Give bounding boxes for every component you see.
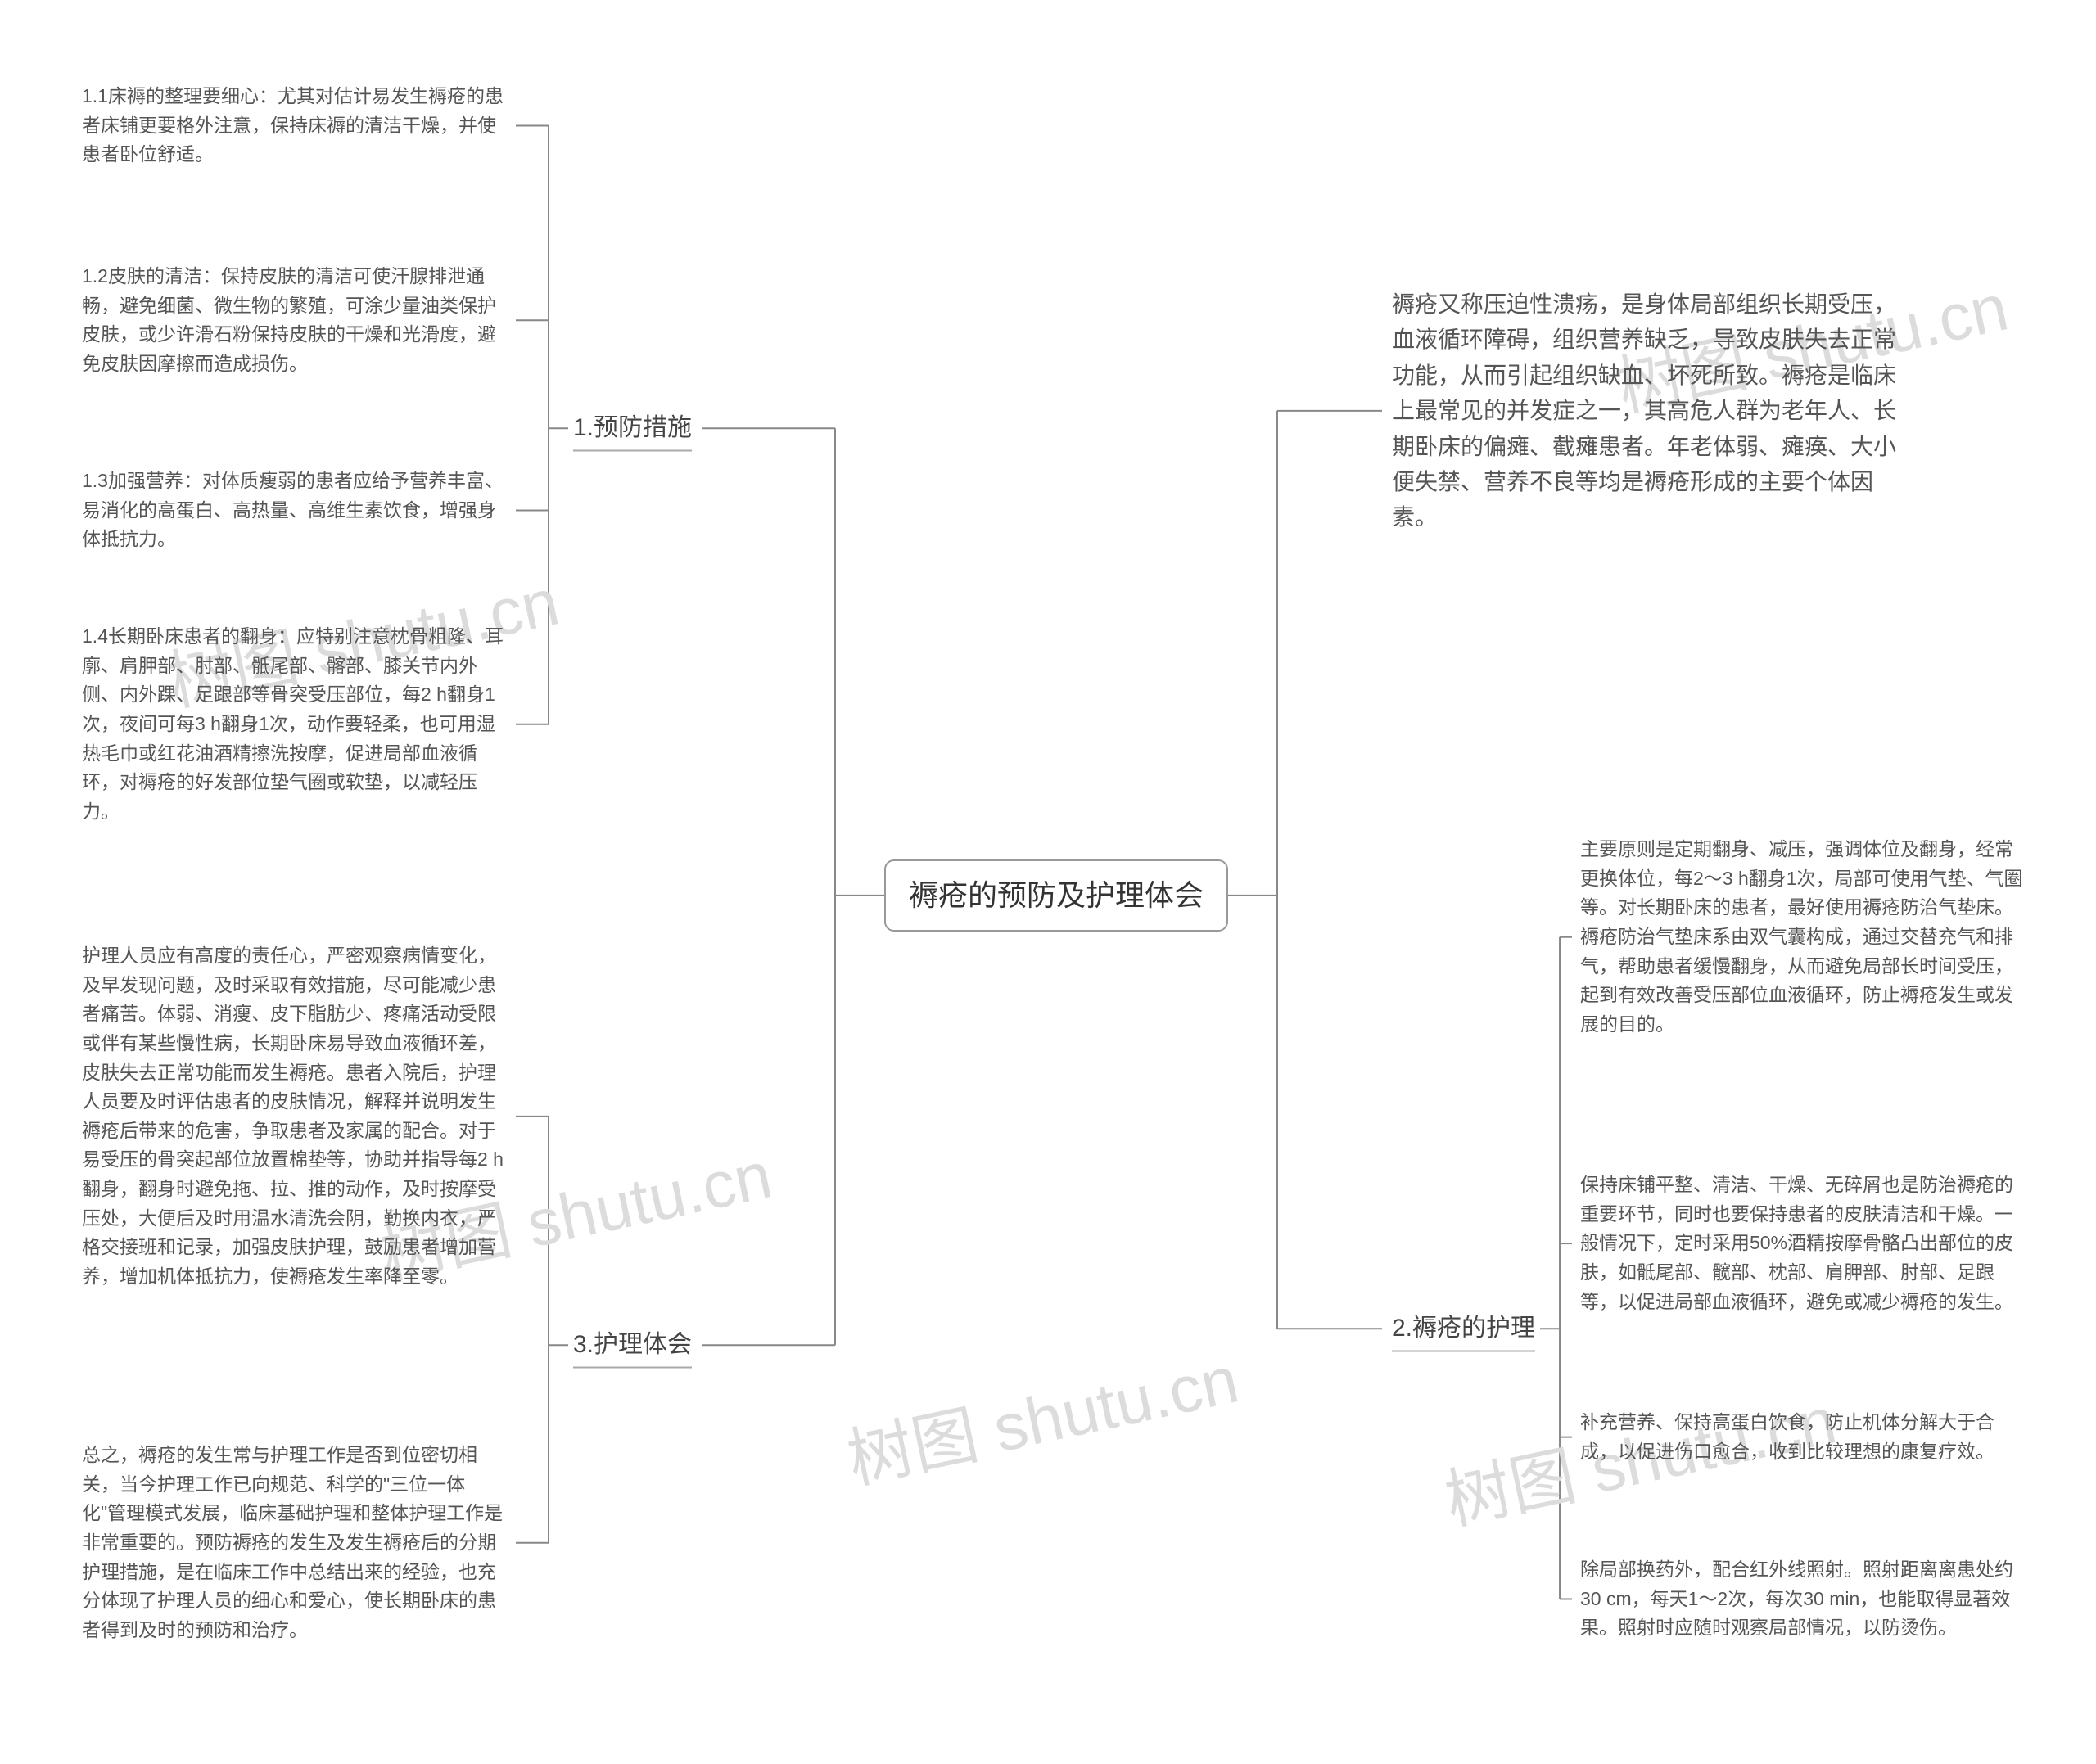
leaf-care-4: 除局部换药外，配合红外线照射。照射距离离患处约30 cm，每天1～2次，每次30…	[1580, 1555, 2030, 1643]
leaf-prevention-3: 1.3加强营养：对体质瘦弱的患者应给予营养丰富、易消化的高蛋白、高热量、高维生素…	[82, 467, 508, 554]
leaf-prevention-4: 1.4长期卧床患者的翻身：应特别注意枕骨粗隆、耳廓、肩胛部、肘部、骶尾部、髂部、…	[82, 622, 508, 826]
branch-prevention: 1.预防措施	[573, 409, 692, 448]
leaf-care-1: 主要原则是定期翻身、减压，强调体位及翻身，经常更换体位，每2～3 h翻身1次，局…	[1580, 835, 2030, 1039]
leaf-care-2: 保持床铺平整、清洁、干燥、无碎屑也是防治褥疮的重要环节，同时也要保持患者的皮肤清…	[1580, 1171, 2030, 1316]
branch-experience: 3.护理体会	[573, 1326, 692, 1365]
leaf-experience-2: 总之，褥疮的发生常与护理工作是否到位密切相关，当今护理工作已向规范、科学的"三位…	[82, 1441, 508, 1644]
branch-care: 2.褥疮的护理	[1392, 1310, 1535, 1348]
leaf-experience-1: 护理人员应有高度的责任心，严密观察病情变化，及早发现问题，及时采取有效措施，尽可…	[82, 941, 508, 1292]
leaf-prevention-1: 1.1床褥的整理要细心：尤其对估计易发生褥疮的患者床铺更要格外注意，保持床褥的清…	[82, 82, 508, 169]
leaf-care-3: 补充营养、保持高蛋白饮食，防止机体分解大于合成，以促进伤口愈合，收到比较理想的康…	[1580, 1408, 2030, 1466]
intro-text: 褥疮又称压迫性溃疡，是身体局部组织长期受压，血液循环障碍，组织营养缺乏，导致皮肤…	[1392, 286, 1900, 535]
watermark: 树图 shutu.cn	[838, 1327, 1245, 1502]
leaf-prevention-2: 1.2皮肤的清洁：保持皮肤的清洁可使汗腺排泄通畅，避免细菌、微生物的繁殖，可涂少…	[82, 262, 508, 379]
root-node: 褥疮的预防及护理体会	[884, 859, 1228, 932]
